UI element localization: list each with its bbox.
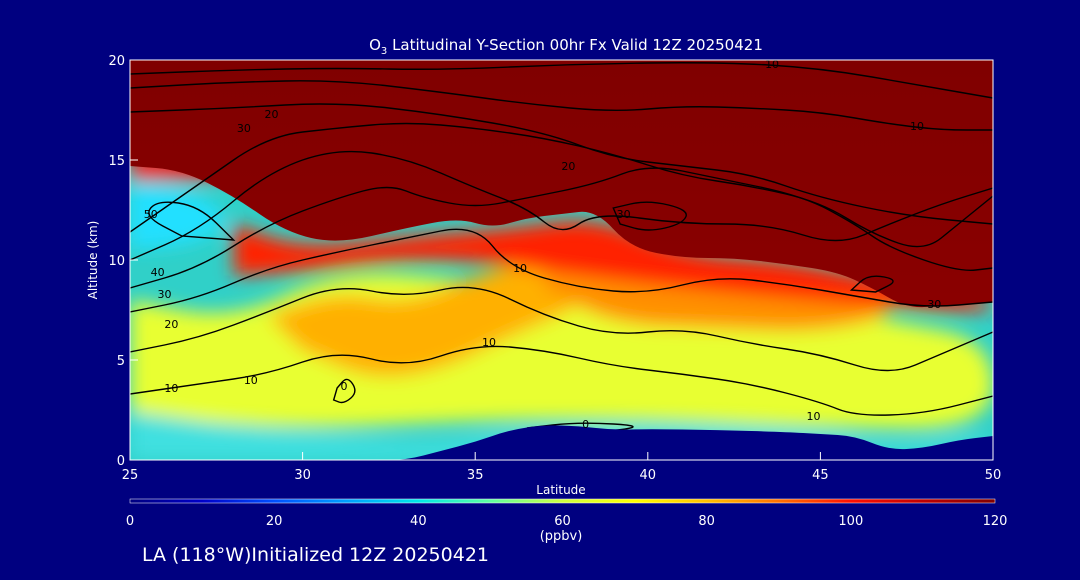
contour-label: 10 — [164, 382, 178, 395]
contour-line-4 — [130, 167, 993, 289]
x-tick-label: 50 — [985, 468, 1002, 483]
contour-label: 30 — [927, 298, 941, 311]
field-cyan-west — [130, 184, 224, 250]
y-tick-label: 0 — [117, 454, 125, 469]
colorbar-unit-label: (ppbv) — [540, 529, 583, 544]
colorbar-gradient — [129, 498, 996, 504]
contour-line-3 — [130, 228, 993, 313]
surface-terrain — [130, 425, 993, 460]
field-red-boundary — [233, 220, 993, 312]
x-tick-label: 45 — [812, 468, 829, 483]
contour-loop-3 — [148, 201, 236, 241]
stratospheric-ozone-region — [130, 60, 993, 308]
x-tick-label: 40 — [640, 468, 657, 483]
contour-line-1 — [130, 345, 993, 416]
contour-labels: 10 10 10 20 30 40 50 10 10 30 20 30 20 10 10 30 0 0 — [144, 58, 942, 431]
contour-label: 10 — [765, 58, 779, 71]
colorbar: 0 20 40 60 80 100 120 — [126, 498, 1008, 529]
contour-label: 30 — [237, 122, 251, 135]
contour-label: 20 — [164, 318, 178, 331]
contour-line-8 — [130, 80, 993, 131]
contour-label: 0 — [582, 418, 589, 431]
contour-label: 10 — [482, 336, 496, 349]
chart-title: O3 Latitudinal Y-Section 00hr Fx Valid 1… — [369, 36, 763, 57]
contour-loop-4 — [332, 378, 356, 404]
colorbar-tick-label: 120 — [983, 514, 1008, 529]
y-tick-label: 5 — [117, 354, 125, 369]
field-orange-core — [268, 260, 584, 377]
contour-label: 50 — [144, 208, 158, 221]
contour-label: 10 — [513, 262, 527, 275]
contour-label: 20 — [561, 160, 575, 173]
contour-line-5 — [130, 150, 993, 261]
contour-lines — [130, 62, 993, 433]
contour-label: 30 — [617, 208, 631, 221]
contour-line-6 — [130, 122, 993, 248]
y-axis-label: Altitude (km) — [86, 221, 100, 300]
plot-area: 10 10 10 20 30 40 50 10 10 30 20 30 20 10 10 30 0 0 — [130, 58, 993, 460]
contour-label: 10 — [910, 120, 924, 133]
x-tick-label: 35 — [467, 468, 484, 483]
y-tick-label: 10 — [108, 254, 125, 269]
x-tick-label: 25 — [122, 468, 139, 483]
contour-label: 20 — [265, 108, 279, 121]
x-tick-label: 30 — [294, 468, 311, 483]
contour-label: 10 — [806, 410, 820, 423]
contour-label: 30 — [158, 288, 172, 301]
y-tick-label: 20 — [108, 54, 125, 69]
colorbar-tick-label: 0 — [126, 514, 134, 529]
contour-label: 0 — [341, 380, 348, 393]
contour-label: 10 — [244, 374, 258, 387]
contour-line-2 — [130, 286, 993, 372]
contour-line-9 — [130, 62, 993, 99]
axes: 25 30 35 40 45 50 0 5 10 15 20 — [108, 54, 1001, 483]
footer-caption: LA (118°W)Initialized 12Z 20250421 — [142, 544, 489, 566]
contour-line-7 — [130, 103, 993, 225]
x-axis-label: Latitude — [536, 483, 585, 497]
colorbar-tick-label: 60 — [554, 514, 571, 529]
contour-loop-1 — [612, 201, 687, 231]
contour-loop-2 — [849, 275, 894, 293]
colorbar-tick-label: 100 — [838, 514, 863, 529]
contour-label: 40 — [151, 266, 165, 279]
y-tick-label: 15 — [108, 154, 125, 169]
colorbar-tick-label: 40 — [410, 514, 427, 529]
colorbar-tick-label: 20 — [266, 514, 283, 529]
colorbar-tick-label: 80 — [698, 514, 715, 529]
